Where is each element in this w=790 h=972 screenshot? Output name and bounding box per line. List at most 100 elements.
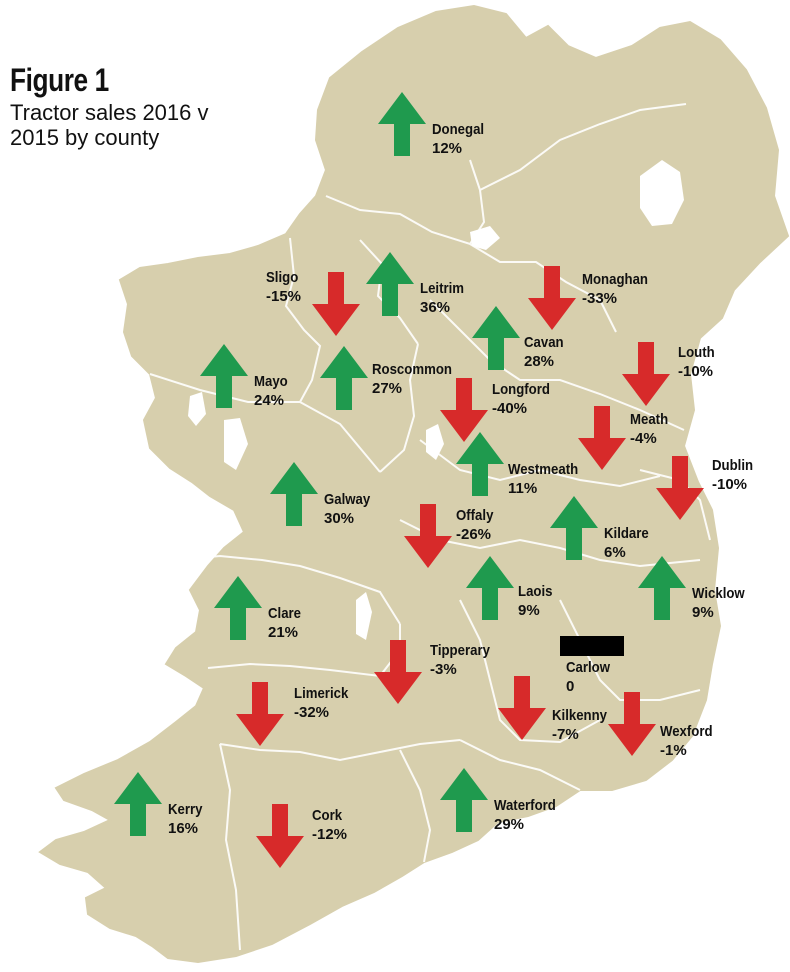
tipperary-name: Tipperary (430, 642, 490, 659)
leitrim-change: 36% (420, 299, 451, 316)
lough-corrib (224, 418, 248, 470)
roscommon-name: Roscommon (372, 361, 452, 378)
dublin-label: Dublin -10% (712, 456, 759, 494)
tipperary-change: -3% (430, 661, 457, 678)
ireland-island-shape (38, 4, 790, 964)
border-galway-clare (175, 554, 401, 625)
limerick-label: Limerick -32% (294, 684, 356, 722)
border-kerry-cork (219, 743, 241, 951)
laois-label: Laois 9% (518, 582, 557, 620)
dublin-arrow-down-icon (656, 456, 704, 520)
lough-ree (426, 424, 444, 460)
offaly-label: Offaly -26% (456, 506, 499, 544)
kerry-label: Kerry 16% (168, 800, 207, 838)
border-carlow-wexford (559, 599, 701, 701)
roscommon-label: Roscommon 27% (372, 360, 463, 398)
clare-change: 21% (268, 624, 299, 641)
donegal-arrow-up-icon (378, 92, 426, 156)
cork-name: Cork (312, 807, 343, 824)
kilkenny-change: -7% (552, 726, 579, 743)
kerry-change: 16% (168, 820, 199, 837)
border-leitrim (359, 239, 419, 345)
wicklow-arrow-up-icon (638, 556, 686, 620)
longford-name: Longford (492, 381, 550, 398)
longford-arrow-down-icon (440, 378, 488, 442)
meath-label: Meath -4% (630, 410, 673, 448)
sligo-arrow-down-icon (312, 272, 360, 336)
louth-name: Louth (678, 344, 715, 361)
westmeath-change: 11% (508, 480, 538, 497)
mayo-arrow-up-icon (200, 344, 248, 408)
sligo-change: -15% (266, 288, 302, 305)
cavan-label: Cavan 28% (524, 333, 569, 371)
limerick-arrow-down-icon (236, 682, 284, 746)
westmeath-label: Westmeath 11% (508, 460, 588, 498)
sligo-name: Sligo (266, 269, 299, 286)
carlow-label: Carlow 0 (566, 658, 616, 696)
donegal-name: Donegal (432, 121, 485, 138)
sligo-label: Sligo -15% (266, 268, 303, 306)
kilkenny-name: Kilkenny (552, 707, 608, 724)
tipperary-label: Tipperary -3% (430, 641, 498, 679)
figure-subtitle-line2: 2015 by county (10, 125, 160, 150)
leitrim-label: Leitrim 36% (420, 279, 470, 317)
laois-name: Laois (518, 583, 553, 600)
louth-label: Louth -10% (678, 343, 720, 381)
kerry-arrow-up-icon (114, 772, 162, 836)
galway-label: Galway 30% (324, 490, 377, 528)
wexford-change: -1% (660, 742, 687, 759)
kilkenny-label: Kilkenny -7% (552, 706, 615, 744)
meath-arrow-down-icon (578, 406, 626, 470)
lough-erne (470, 226, 500, 250)
monaghan-arrow-down-icon (528, 266, 576, 330)
longford-change: -40% (492, 400, 528, 417)
louth-arrow-down-icon (622, 342, 670, 406)
mayo-name: Mayo (254, 373, 288, 390)
galway-change: 30% (324, 510, 355, 527)
roscommon-arrow-up-icon (320, 346, 368, 410)
galway-arrow-up-icon (270, 462, 318, 526)
louth-change: -10% (678, 363, 714, 380)
monaghan-name: Monaghan (582, 271, 648, 288)
donegal-label: Donegal 12% (432, 120, 491, 158)
kildare-arrow-up-icon (550, 496, 598, 560)
border-midlands (429, 299, 685, 431)
border-donegal (325, 159, 486, 246)
lough-neagh (640, 160, 684, 226)
waterford-change: 29% (494, 816, 525, 833)
clare-name: Clare (268, 605, 302, 622)
wexford-arrow-down-icon (608, 692, 656, 756)
border-galway-north (149, 373, 381, 473)
leitrim-arrow-up-icon (366, 252, 414, 316)
figure-subtitle: Tractor sales 2016 v 2015 by county (10, 100, 230, 150)
monaghan-label: Monaghan -33% (582, 270, 657, 308)
cavan-arrow-up-icon (472, 306, 520, 370)
tipperary-arrow-down-icon (374, 640, 422, 704)
border-cork-waterford (399, 749, 432, 863)
dublin-name: Dublin (712, 457, 754, 474)
cavan-change: 28% (524, 353, 555, 370)
offaly-change: -26% (456, 526, 492, 543)
donegal-change: 12% (432, 140, 463, 157)
figure-label: Figure 1 (10, 62, 109, 98)
wexford-name: Wexford (660, 723, 713, 740)
land-mass (38, 4, 790, 964)
meath-change: -4% (630, 430, 657, 447)
cork-change: -12% (312, 826, 348, 843)
carlow-change: 0 (566, 678, 575, 695)
mayo-label: Mayo 24% (254, 372, 292, 410)
waterford-arrow-up-icon (440, 768, 488, 832)
offaly-name: Offaly (456, 507, 494, 524)
border-westmeath-offaly (419, 439, 661, 488)
kildare-name: Kildare (604, 525, 649, 542)
kerry-name: Kerry (168, 801, 203, 818)
carlow-name: Carlow (566, 659, 611, 676)
dublin-change: -10% (712, 476, 748, 493)
galway-name: Galway (324, 491, 371, 508)
monaghan-change: -33% (582, 290, 618, 307)
wexford-label: Wexford -1% (660, 722, 720, 760)
border-roscommon-east (379, 343, 419, 473)
border-sligo-mayo (284, 237, 322, 403)
